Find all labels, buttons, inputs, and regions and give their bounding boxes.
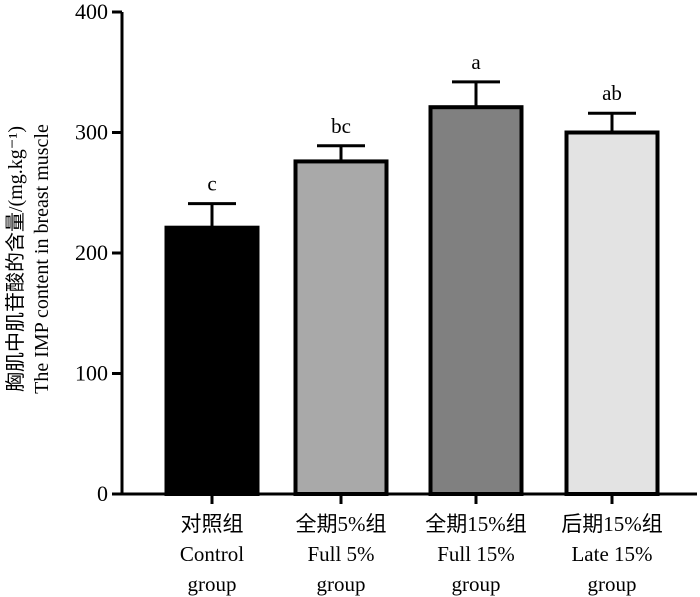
y-tick-label: 0 bbox=[97, 481, 108, 506]
significance-label: a bbox=[471, 50, 481, 74]
significance-label: bc bbox=[331, 114, 351, 138]
x-category-label: Late 15% bbox=[571, 542, 652, 566]
x-category-label: 后期15%组 bbox=[561, 512, 663, 536]
y-tick-label: 200 bbox=[75, 240, 108, 265]
y-axis-title-line: 胸肌中肌苷酸的含量/(mg.kg⁻¹) bbox=[4, 126, 27, 392]
x-category-label: 全期5%组 bbox=[296, 512, 387, 536]
x-category-label: Full 5% bbox=[307, 542, 374, 566]
significance-label: ab bbox=[602, 81, 622, 105]
x-axis-category-labels: 对照组 Control group 全期5%组 Full 5% group 全期15%组 Fu… bbox=[180, 512, 663, 596]
x-category-label: Control bbox=[180, 542, 244, 566]
y-axis-title: 胸肌中肌苷酸的含量/(mg.kg⁻¹) The IMP content in br… bbox=[4, 124, 53, 394]
significance-label: c bbox=[207, 172, 216, 196]
x-category-label: 全期15%组 bbox=[425, 512, 527, 536]
x-category-label: group bbox=[188, 572, 237, 596]
bar bbox=[293, 159, 389, 496]
bar bbox=[164, 225, 260, 496]
x-category-label: 对照组 bbox=[181, 512, 244, 536]
bars bbox=[164, 105, 660, 496]
y-tick-label: 300 bbox=[75, 120, 108, 145]
y-axis-title-line: The IMP content in breast muscle bbox=[31, 124, 53, 394]
y-tick-label: 100 bbox=[75, 361, 108, 386]
significance-labels: c bc a ab bbox=[207, 50, 622, 196]
x-category-label: group bbox=[452, 572, 501, 596]
y-tick-label: 400 bbox=[75, 0, 108, 24]
error-bars bbox=[188, 80, 636, 228]
bar bbox=[428, 105, 524, 496]
x-category-label: group bbox=[317, 572, 366, 596]
x-category-label: Full 15% bbox=[437, 542, 515, 566]
bar bbox=[564, 130, 660, 496]
x-category-label: group bbox=[588, 572, 637, 596]
y-axis-ticks: 0 100 200 300 400 bbox=[75, 0, 614, 506]
